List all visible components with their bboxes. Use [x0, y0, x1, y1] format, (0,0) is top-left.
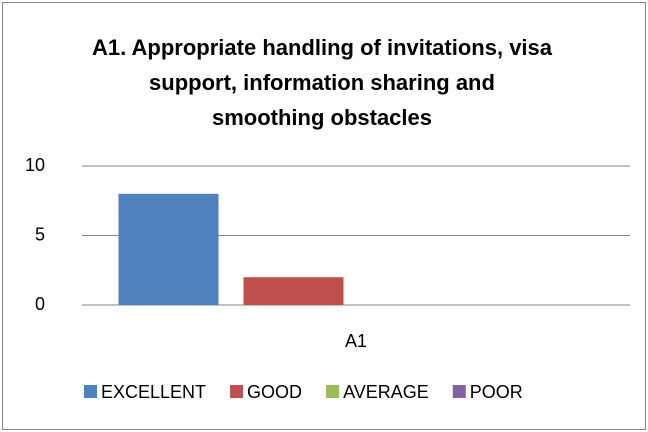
legend-swatch	[230, 385, 244, 398]
y-tick-label: 0	[35, 294, 45, 314]
chart-title: A1. Appropriate handling of invitations,…	[92, 35, 553, 130]
legend-swatch	[84, 385, 97, 398]
legend-label: AVERAGE	[343, 382, 429, 402]
legend-swatch	[326, 385, 340, 398]
legend-label: EXCELLENT	[101, 382, 206, 402]
legend-swatch	[452, 385, 466, 398]
y-tick-label: 10	[25, 155, 45, 175]
bar	[243, 277, 344, 305]
legend-label: POOR	[470, 382, 523, 402]
y-tick-label: 5	[35, 224, 45, 244]
bar	[118, 193, 219, 305]
x-tick-label: A1	[345, 331, 367, 351]
legend-label: GOOD	[247, 382, 302, 402]
